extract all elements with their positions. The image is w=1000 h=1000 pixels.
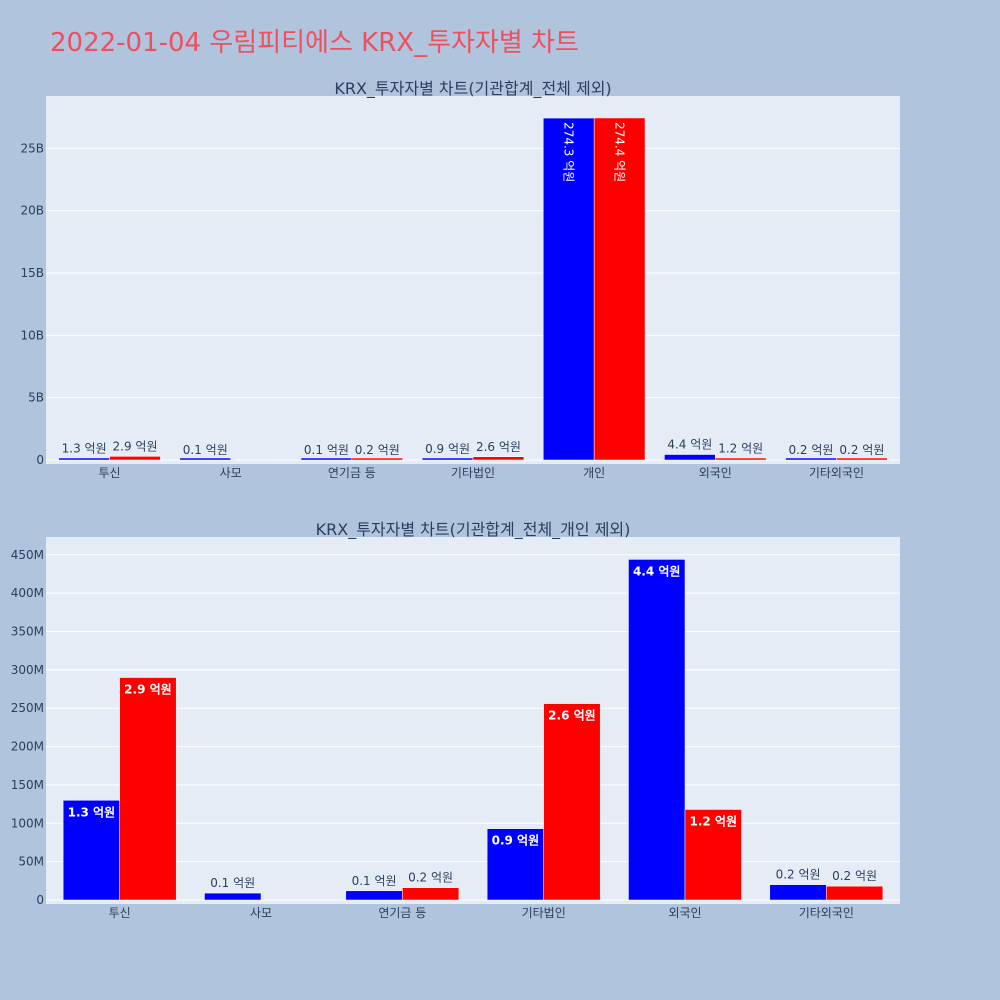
x-tick-label: 사모 <box>250 906 272 920</box>
data-label: 0.9 억원 <box>425 442 470 456</box>
bar <box>664 454 716 461</box>
bar <box>58 457 110 461</box>
x-tick-label: 외국인 <box>668 906 701 920</box>
data-label: 274.3 억원 <box>562 122 576 182</box>
bar <box>543 703 601 901</box>
bar <box>179 457 231 461</box>
data-label: 2.9 억원 <box>124 683 172 697</box>
y-tick-label: 300M <box>11 663 44 677</box>
y-tick-label: 15B <box>20 266 44 280</box>
y-tick-label: 20B <box>20 204 44 218</box>
x-tick-label: 연기금 등 <box>378 906 426 920</box>
bar <box>826 885 884 901</box>
data-label: 0.2 억원 <box>839 443 884 457</box>
bar <box>472 456 525 461</box>
x-tick-label: 개인 <box>583 466 605 480</box>
data-label: 0.2 억원 <box>355 443 400 457</box>
data-label: 0.2 억원 <box>788 443 833 457</box>
data-label: 1.3 억원 <box>62 441 107 455</box>
y-tick-label: 200M <box>11 740 44 754</box>
x-tick-label: 기타법인 <box>522 906 566 920</box>
bar <box>109 456 161 461</box>
data-label: 274.4 억원 <box>613 122 627 182</box>
data-label: 0.1 억원 <box>352 874 397 888</box>
y-tick-label: 10B <box>20 328 44 342</box>
chart-1: 0 5B 10B 15B 20B 25B KRX_투자자별 차트(기관합계_전체 제외) 투신… <box>20 79 900 480</box>
data-label: 0.1 억원 <box>304 443 349 457</box>
bar <box>421 457 474 461</box>
data-label: 2.6 억원 <box>548 709 596 723</box>
y-tick-label: 50M <box>18 855 44 869</box>
y-tick-label: 25B <box>20 141 44 155</box>
data-label: 1.2 억원 <box>718 442 763 456</box>
y-tick-label: 0 <box>36 453 44 467</box>
bar <box>486 828 544 901</box>
chart-2: 0 50M 100M 150M 200M 250M 300M 350M 400M 450M KRX_… <box>11 520 900 920</box>
x-tick-label: 연기금 등 <box>328 466 376 480</box>
x-tick-label: 기타외국인 <box>799 906 854 920</box>
data-label: 0.2 억원 <box>832 869 877 883</box>
bar <box>628 559 686 901</box>
data-label: 4.4 억원 <box>667 438 712 452</box>
bar <box>300 457 353 461</box>
x-tick-label: 기타법인 <box>451 466 495 480</box>
page-title: 2022-01-04 우림피티에스 KRX_투자자별 차트 <box>50 28 579 58</box>
bar <box>769 884 827 901</box>
data-label: 1.3 억원 <box>68 805 116 819</box>
bar <box>204 892 262 901</box>
y-tick-label: 250M <box>11 701 44 715</box>
data-label: 1.2 억원 <box>690 814 738 828</box>
data-label: 0.1 억원 <box>210 876 255 890</box>
bar <box>351 457 403 461</box>
bar <box>402 887 460 901</box>
x-tick-label: 기타외국인 <box>809 466 864 480</box>
bar <box>119 677 177 901</box>
data-label: 0.2 억원 <box>776 868 821 882</box>
y-tick-label: 400M <box>11 586 44 600</box>
bar <box>345 890 403 901</box>
y-tick-label: 350M <box>11 625 44 639</box>
y-tick-label: 5B <box>28 391 44 405</box>
x-tick-label: 외국인 <box>699 466 732 480</box>
x-tick-label: 사모 <box>220 466 242 480</box>
bar <box>593 117 646 461</box>
plot-area <box>46 96 900 464</box>
plot-area <box>46 537 900 904</box>
data-label: 0.2 억원 <box>408 871 453 885</box>
x-tick-label: 투신 <box>109 906 131 920</box>
data-label: 2.9 억원 <box>113 439 158 453</box>
chart-title: KRX_투자자별 차트(기관합계_전체_개인 제외) <box>316 520 631 540</box>
chart-title: KRX_투자자별 차트(기관합계_전체 제외) <box>334 79 611 99</box>
bar <box>785 457 837 461</box>
bar <box>62 800 120 901</box>
data-label: 0.1 억원 <box>183 443 228 457</box>
data-label: 4.4 억원 <box>633 564 681 578</box>
data-label: 2.6 억원 <box>476 440 521 454</box>
bar <box>836 457 888 461</box>
y-tick-label: 150M <box>11 778 44 792</box>
y-tick-label: 0 <box>36 893 44 907</box>
y-tick-label: 100M <box>11 816 44 830</box>
bar <box>715 457 767 461</box>
data-label: 0.9 억원 <box>492 834 540 848</box>
bar <box>684 809 742 901</box>
y-tick-label: 450M <box>11 548 44 562</box>
x-tick-label: 투신 <box>99 466 121 480</box>
